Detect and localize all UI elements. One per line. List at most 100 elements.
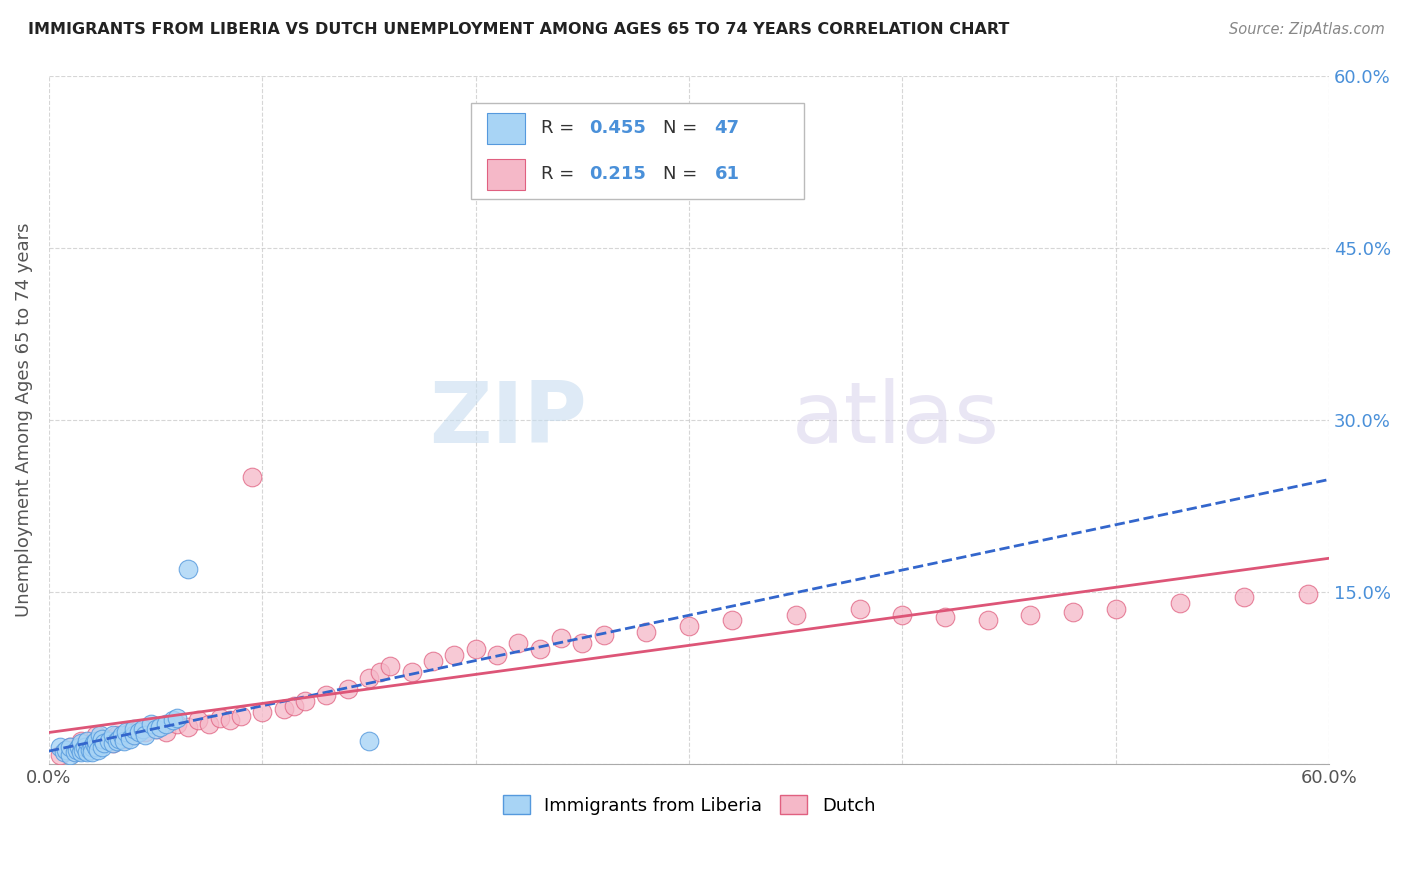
Point bbox=[283, 699, 305, 714]
Point bbox=[149, 720, 172, 734]
Point bbox=[934, 610, 956, 624]
Point bbox=[368, 665, 391, 679]
Point bbox=[97, 731, 120, 746]
Point bbox=[110, 728, 132, 742]
Point bbox=[294, 694, 316, 708]
Text: Source: ZipAtlas.com: Source: ZipAtlas.com bbox=[1229, 22, 1385, 37]
Point bbox=[114, 724, 136, 739]
Point bbox=[91, 731, 114, 746]
Point bbox=[59, 739, 82, 754]
Text: N =: N = bbox=[664, 165, 703, 183]
Point bbox=[508, 636, 530, 650]
Point bbox=[105, 728, 128, 742]
Point bbox=[529, 642, 551, 657]
Point bbox=[141, 720, 163, 734]
Point bbox=[848, 602, 870, 616]
Point bbox=[134, 724, 156, 739]
Point bbox=[70, 734, 93, 748]
Point bbox=[80, 745, 103, 759]
Point bbox=[124, 723, 146, 737]
Point bbox=[101, 736, 124, 750]
Point bbox=[550, 631, 572, 645]
Point bbox=[187, 713, 209, 727]
Text: R =: R = bbox=[540, 119, 579, 137]
Point bbox=[720, 614, 742, 628]
Point bbox=[118, 724, 141, 739]
Point bbox=[198, 716, 221, 731]
Point bbox=[155, 716, 177, 731]
Point bbox=[176, 562, 198, 576]
Point bbox=[83, 736, 105, 750]
Point bbox=[464, 642, 486, 657]
Point bbox=[357, 671, 380, 685]
Point bbox=[592, 628, 614, 642]
Point bbox=[84, 739, 107, 754]
Point bbox=[485, 648, 508, 662]
Point bbox=[84, 734, 107, 748]
Point bbox=[87, 743, 110, 757]
Point bbox=[101, 728, 124, 742]
Y-axis label: Unemployment Among Ages 65 to 74 years: Unemployment Among Ages 65 to 74 years bbox=[15, 222, 32, 617]
Point bbox=[132, 723, 155, 737]
Point bbox=[80, 736, 103, 750]
Point bbox=[315, 688, 337, 702]
Point bbox=[785, 607, 807, 622]
Point bbox=[105, 734, 128, 748]
Point bbox=[63, 745, 86, 759]
Text: R =: R = bbox=[540, 165, 579, 183]
Point bbox=[91, 734, 114, 748]
Point bbox=[59, 739, 82, 754]
Point bbox=[91, 739, 114, 754]
Point bbox=[128, 724, 150, 739]
Point bbox=[219, 713, 242, 727]
Point bbox=[70, 745, 93, 759]
FancyBboxPatch shape bbox=[486, 112, 526, 144]
Point bbox=[145, 723, 167, 737]
Point bbox=[162, 713, 184, 727]
Point bbox=[101, 736, 124, 750]
Text: IMMIGRANTS FROM LIBERIA VS DUTCH UNEMPLOYMENT AMONG AGES 65 TO 74 YEARS CORRELAT: IMMIGRANTS FROM LIBERIA VS DUTCH UNEMPLO… bbox=[28, 22, 1010, 37]
Point bbox=[1062, 606, 1084, 620]
Point bbox=[118, 731, 141, 746]
Point bbox=[93, 736, 115, 750]
Point bbox=[1168, 596, 1191, 610]
Point bbox=[1233, 591, 1256, 605]
Point bbox=[571, 636, 593, 650]
Point bbox=[976, 614, 998, 628]
Point bbox=[229, 708, 252, 723]
Point bbox=[76, 739, 98, 754]
Point bbox=[55, 743, 77, 757]
Text: 0.455: 0.455 bbox=[589, 119, 645, 137]
Point bbox=[48, 747, 70, 762]
Point bbox=[252, 705, 274, 719]
Point bbox=[636, 624, 658, 639]
Point bbox=[124, 728, 146, 742]
Point bbox=[55, 743, 77, 757]
Point bbox=[72, 743, 94, 757]
Point bbox=[176, 720, 198, 734]
Text: ZIP: ZIP bbox=[429, 378, 586, 461]
Point bbox=[80, 739, 103, 754]
Text: 61: 61 bbox=[714, 165, 740, 183]
Point bbox=[240, 470, 263, 484]
Point bbox=[70, 736, 93, 750]
Point bbox=[128, 723, 150, 737]
Point bbox=[97, 734, 120, 748]
Point bbox=[112, 734, 135, 748]
Text: 0.215: 0.215 bbox=[589, 165, 645, 183]
Point bbox=[208, 711, 231, 725]
Text: N =: N = bbox=[664, 119, 703, 137]
Point bbox=[76, 745, 98, 759]
Point bbox=[1296, 587, 1319, 601]
Text: 47: 47 bbox=[714, 119, 740, 137]
Point bbox=[112, 731, 135, 746]
Point bbox=[48, 739, 70, 754]
Legend: Immigrants from Liberia, Dutch: Immigrants from Liberia, Dutch bbox=[494, 786, 884, 823]
Point bbox=[108, 731, 131, 746]
Point bbox=[891, 607, 914, 622]
Point bbox=[67, 739, 90, 754]
Point bbox=[678, 619, 700, 633]
Point bbox=[52, 745, 75, 759]
FancyBboxPatch shape bbox=[471, 103, 804, 200]
Point bbox=[59, 747, 82, 762]
